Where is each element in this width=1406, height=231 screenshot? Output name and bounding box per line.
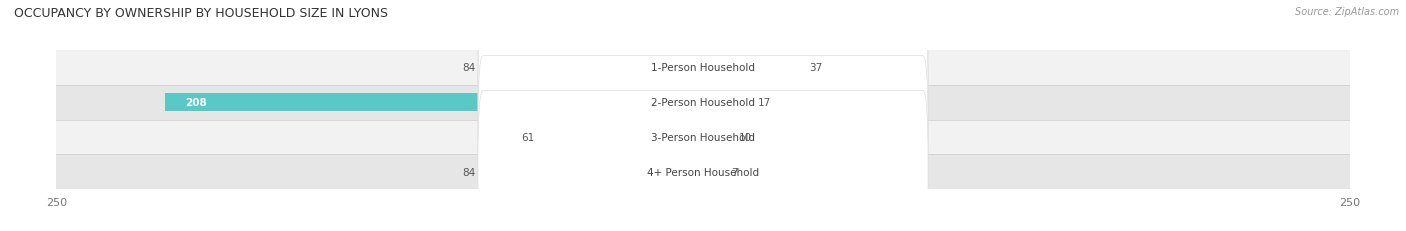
FancyBboxPatch shape: [478, 91, 928, 231]
FancyBboxPatch shape: [478, 56, 928, 219]
Text: 10: 10: [740, 132, 752, 143]
Bar: [703, 128, 728, 146]
Text: 4+ Person Household: 4+ Person Household: [647, 167, 759, 177]
Bar: [485, 163, 703, 181]
Bar: [56, 85, 1350, 120]
Text: 84: 84: [463, 167, 475, 177]
Bar: [56, 155, 1350, 189]
Bar: [56, 51, 1350, 85]
Text: 37: 37: [808, 63, 823, 73]
Text: 2-Person Household: 2-Person Household: [651, 98, 755, 108]
Text: 208: 208: [186, 98, 207, 108]
Text: 84: 84: [463, 63, 475, 73]
Bar: [546, 128, 703, 146]
Bar: [485, 59, 703, 77]
Bar: [56, 120, 1350, 155]
Text: Source: ZipAtlas.com: Source: ZipAtlas.com: [1295, 7, 1399, 17]
Bar: [703, 163, 721, 181]
Bar: [703, 94, 747, 112]
Text: 61: 61: [522, 132, 534, 143]
Bar: [165, 94, 703, 112]
Bar: [703, 59, 799, 77]
FancyBboxPatch shape: [478, 22, 928, 184]
Text: OCCUPANCY BY OWNERSHIP BY HOUSEHOLD SIZE IN LYONS: OCCUPANCY BY OWNERSHIP BY HOUSEHOLD SIZE…: [14, 7, 388, 20]
FancyBboxPatch shape: [478, 0, 928, 149]
Text: 1-Person Household: 1-Person Household: [651, 63, 755, 73]
Text: 3-Person Household: 3-Person Household: [651, 132, 755, 143]
Text: 7: 7: [731, 167, 738, 177]
Text: 17: 17: [758, 98, 770, 108]
